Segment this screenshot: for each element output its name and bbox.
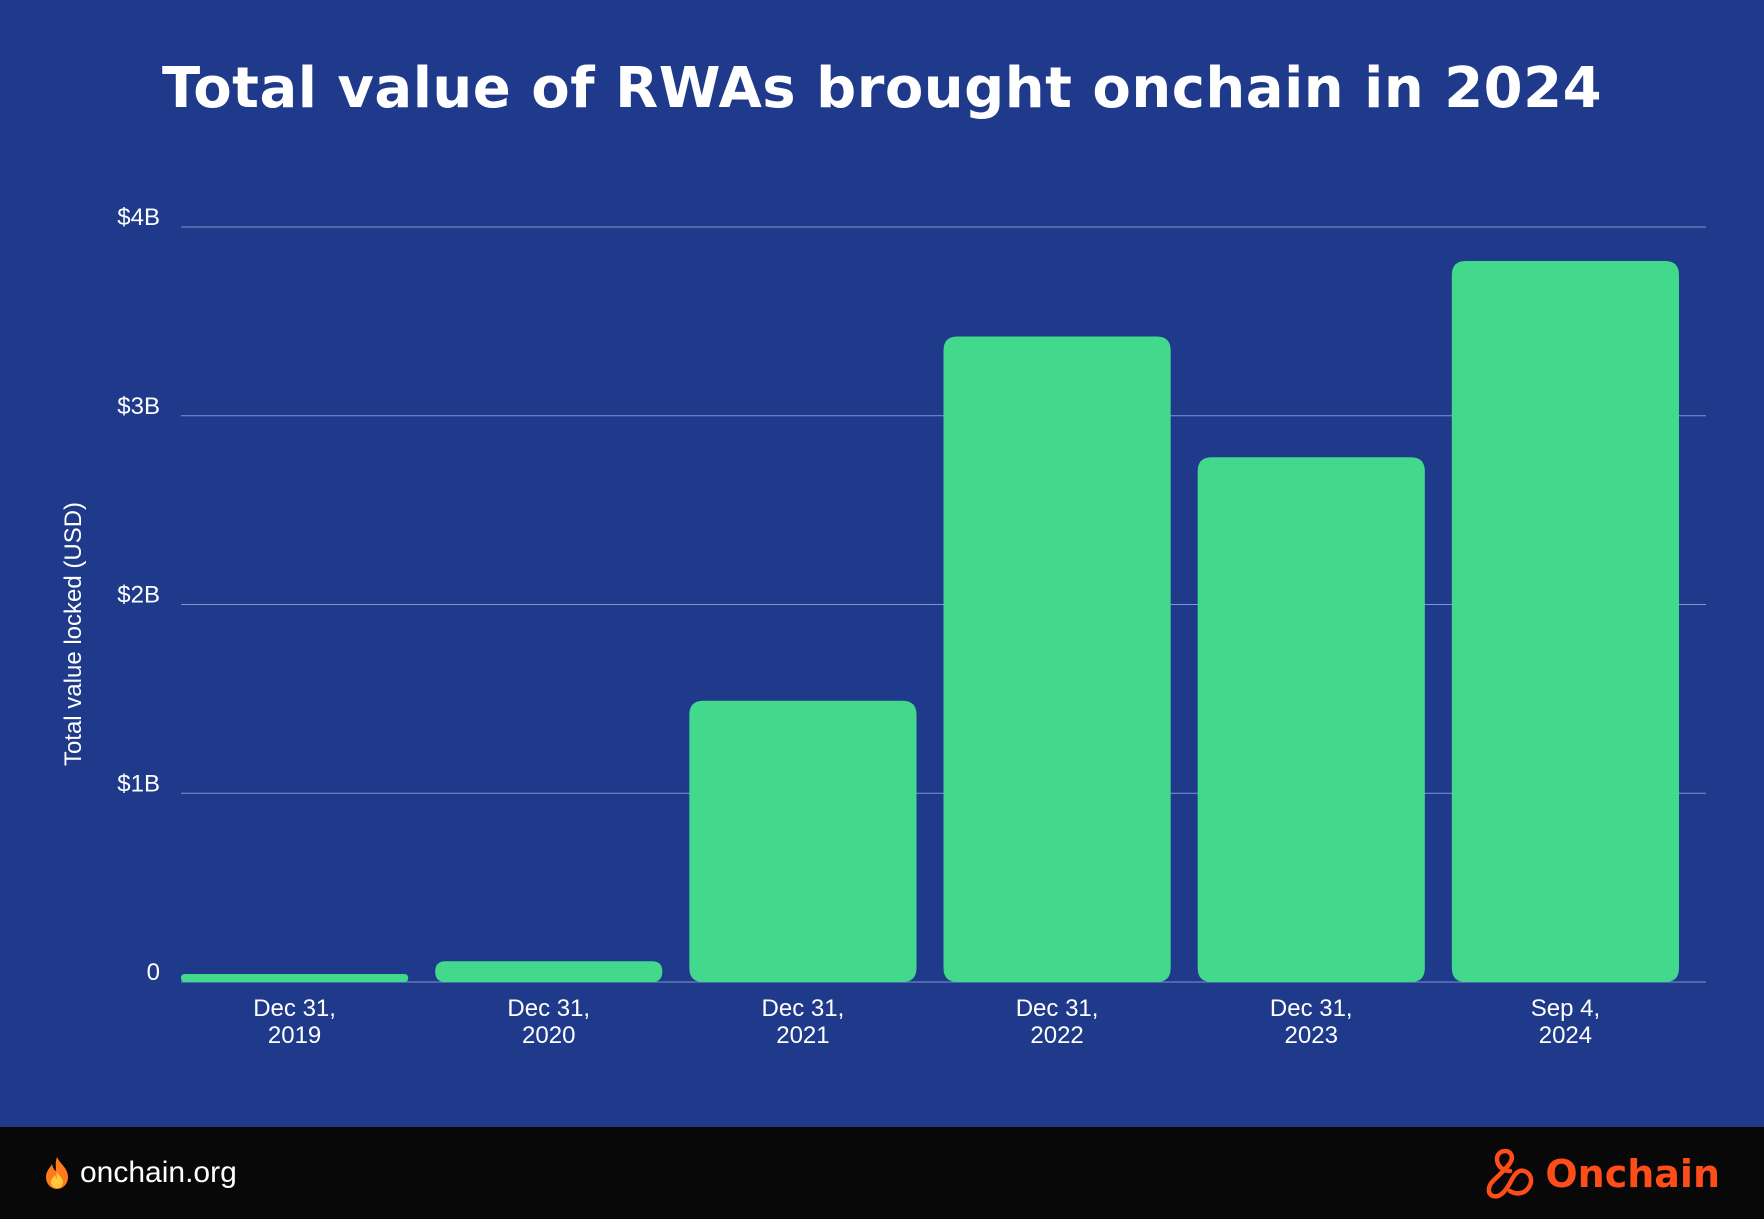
x-tick-label: Sep 4, (1531, 995, 1600, 1022)
y-axis-label: Total value locked (USD) (60, 501, 87, 767)
y-tick-label: 0 (147, 959, 160, 986)
y-tick-label: $1B (117, 770, 160, 797)
bar (1451, 260, 1679, 983)
x-tick-label: 2021 (776, 1022, 829, 1049)
site-url: onchain.org (80, 1156, 237, 1189)
x-tick-label: Dec 31, (507, 995, 590, 1022)
x-tick-label: Dec 31, (253, 995, 336, 1022)
x-tick-label: 2020 (522, 1022, 575, 1049)
site-link[interactable]: onchain.org (44, 1153, 237, 1193)
bar (689, 700, 917, 982)
chart-title: Total value of RWAs brought onchain in 2… (161, 56, 1603, 121)
bar (1197, 457, 1425, 982)
y-tick-label: $3B (117, 393, 160, 420)
x-tick-label: 2022 (1030, 1022, 1083, 1049)
x-tick-label: Dec 31, (762, 995, 845, 1022)
bar (943, 336, 1171, 983)
brand-name: Onchain (1545, 1152, 1720, 1196)
onchain-logo-icon (1486, 1149, 1534, 1199)
footer-bar: onchain.org Onchain (0, 1127, 1764, 1219)
x-tick-label: 2024 (1539, 1022, 1592, 1049)
y-tick-label: $2B (117, 582, 160, 609)
bar (181, 974, 409, 982)
brand-logo: Onchain (1483, 1149, 1720, 1199)
flame-icon (46, 1157, 68, 1189)
x-tick-label: 2023 (1285, 1022, 1338, 1049)
bar (435, 961, 663, 982)
x-tick-label: Dec 31, (1270, 995, 1353, 1022)
x-tick-label: Dec 31, (1016, 995, 1099, 1022)
x-tick-label: 2019 (268, 1022, 321, 1049)
y-tick-label: $4B (117, 204, 160, 231)
